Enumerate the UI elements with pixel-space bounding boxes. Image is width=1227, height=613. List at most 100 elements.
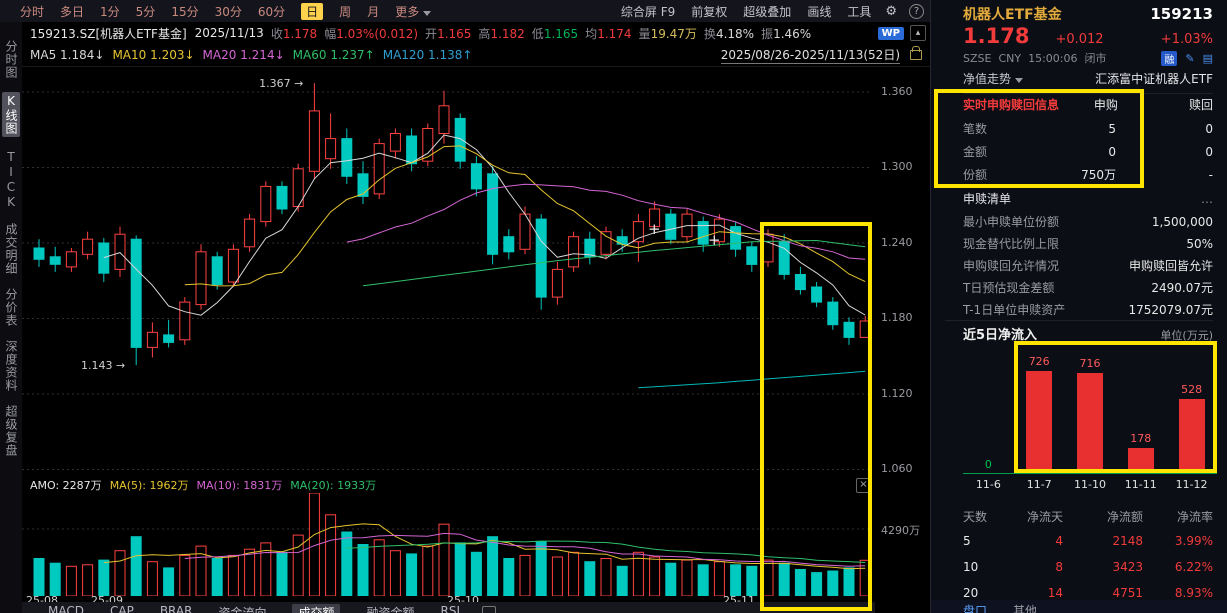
mini-chart-icon[interactable]: ▤ — [1202, 51, 1213, 65]
sidebar-item-price-table[interactable]: 分价表 — [4, 288, 18, 327]
market-status-row: SZSE CNY 15:00:06 闭市 融 ✎ ▤ — [963, 50, 1213, 66]
period-tab-week[interactable]: 周 — [339, 4, 352, 19]
kline-chart[interactable]: 1.367 → 1.143 → AMO: 2287万 MA(5): 1962万 M… — [22, 66, 875, 613]
period-tab-timeshare[interactable]: 分时 — [20, 4, 45, 19]
inflow-bar — [1077, 372, 1103, 473]
quote-close: 收1.178 — [270, 26, 318, 41]
margin-badge: 融 — [1161, 50, 1178, 66]
tab-order-book-selected[interactable]: 盘口 — [963, 604, 988, 613]
inflow-x-label: 11-7 — [1026, 478, 1052, 491]
volume-axis-label: 4290万 — [881, 524, 920, 537]
market-state: 闭市 — [1084, 52, 1107, 65]
inflow-x-label: 11-10 — [1074, 478, 1106, 491]
sidebar-item-timeshare[interactable]: 分时图 — [4, 40, 18, 79]
add-indicator-icon[interactable] — [482, 606, 496, 613]
y-axis-label: 1.300 — [881, 160, 913, 173]
subscription-header: 实时申购赎回信息 申购 赎回 — [963, 96, 1213, 113]
underlying-fund-name: 汇添富中证机器人ETF — [1095, 72, 1213, 86]
panel-header: 机器人ETF基金 159213 — [963, 4, 1213, 24]
stats-header: 天数 净流天 净流额 净流率 — [963, 510, 1213, 524]
subscription-row: 金额 0 0 — [963, 145, 1213, 159]
period-tab-15min[interactable]: 15分 — [171, 4, 199, 19]
tools-button[interactable]: 工具 — [847, 4, 872, 19]
tab-rsi[interactable]: RSI — [440, 604, 461, 613]
period-tab-1min[interactable]: 1分 — [100, 4, 120, 19]
sidebar-item-trade-detail[interactable]: 成交明细 — [4, 223, 18, 275]
tab-turnover-selected[interactable]: 成交额 — [292, 604, 341, 613]
collapse-icon[interactable]: ▴ — [910, 25, 926, 41]
amo-ma20: MA(20): 1933万 — [290, 479, 377, 492]
inflow-header: 近5日净流入 单位(万元) — [963, 324, 1213, 343]
period-tab-5min[interactable]: 5分 — [135, 4, 156, 19]
y-axis-label: 1.240 — [881, 236, 913, 249]
net-inflow-bar-chart: 0 726 716 178 528 — [963, 345, 1217, 474]
period-tab-multiday[interactable]: 多日 — [60, 4, 85, 19]
y-axis-label: 1.120 — [881, 387, 913, 400]
period-tab-daily-selected[interactable]: 日 — [301, 2, 324, 20]
help-icon[interactable]: ? — [909, 3, 924, 19]
dropdown-caret-icon — [1015, 78, 1024, 83]
divider — [945, 320, 1213, 321]
inflow-unit: 单位(万元) — [1160, 329, 1213, 342]
crosshair-marker: + — [648, 220, 661, 238]
volume-pane[interactable] — [22, 493, 875, 596]
tab-cap[interactable]: CAP — [109, 604, 134, 613]
inflow-x-label: 11-6 — [975, 478, 1001, 491]
tab-macd[interactable]: MACD — [48, 604, 84, 613]
settings-gear-icon[interactable]: ⚙ — [885, 3, 897, 19]
quote-bar: 159213.SZ[机器人ETF基金] 2025/11/13 收1.178 幅1… — [22, 22, 930, 44]
tab-money-flow[interactable]: 资金流向 — [218, 606, 267, 613]
period-tab-60min[interactable]: 60分 — [257, 4, 286, 19]
redemption-list-title: 申赎清单 — [963, 192, 1012, 206]
dropdown-caret-icon — [423, 10, 432, 16]
inflow-title: 近5日净流入 — [963, 328, 1038, 343]
amo-ma10: MA(10): 1831万 — [196, 479, 283, 492]
nav-row: 净值走势 汇添富中证机器人ETF — [963, 70, 1213, 94]
amo-value: AMO: 2287万 — [30, 479, 102, 492]
period-tab-30min[interactable]: 30分 — [214, 4, 242, 19]
edit-pencil-icon[interactable]: ✎ — [1185, 51, 1195, 65]
ma10-legend: MA10 1.203↓ — [112, 48, 195, 62]
ma-legend-row: MA5 1.184↓ MA10 1.203↓ MA20 1.214↓ MA60 … — [22, 44, 930, 67]
inflow-x-label: 11-11 — [1124, 478, 1157, 491]
quote-open: 开1.165 — [425, 26, 472, 41]
ma120-legend: MA120 1.138↑ — [382, 48, 473, 62]
inflow-bar — [1127, 448, 1154, 473]
nav-trend-dropdown[interactable]: 净值走势 — [963, 72, 1012, 86]
ma5-legend: MA5 1.184↓ — [30, 48, 105, 62]
stats-row: 10 8 3423 6.22% — [963, 560, 1213, 574]
sidebar-item-super-replay[interactable]: 超级复盘 — [4, 405, 18, 457]
period-tab-more[interactable]: 更多 — [395, 3, 432, 20]
ma20-legend: MA20 1.214↓ — [202, 48, 285, 62]
amo-legend-row: AMO: 2287万 MA(5): 1962万 MA(10): 1831万 MA… — [22, 477, 875, 493]
lock-icon[interactable] — [910, 46, 922, 60]
quote-date: 2025/11/13 — [194, 26, 264, 40]
wp-badge[interactable]: WP — [877, 26, 904, 40]
symbol-label[interactable]: 159213.SZ[机器人ETF基金] — [30, 26, 187, 41]
tab-margin-balance[interactable]: 融资余额 — [366, 606, 415, 613]
quote-low: 低1.165 — [531, 26, 579, 41]
tab-other[interactable]: 其他 — [1013, 604, 1038, 613]
sidebar-item-tick[interactable]: TICK — [4, 150, 18, 210]
panel-bottom-tabs: 盘口 其他 — [931, 600, 1227, 613]
composite-screen-button[interactable]: 综合屏 F9 — [620, 4, 676, 19]
visible-date-range[interactable]: 2025/08/26-2025/11/13(52日) — [720, 48, 900, 64]
super-overlay-button[interactable]: 超级叠加 — [743, 4, 792, 19]
inflow-x-label: 11-12 — [1175, 478, 1208, 491]
detail-row: T日预估现金差额 2490.07元 — [963, 281, 1213, 295]
sidebar-item-depth-info[interactable]: 深度资料 — [4, 340, 18, 392]
quote-change: 幅1.03%(0.012) — [324, 26, 419, 41]
close-volume-pane-icon[interactable]: × — [856, 477, 871, 493]
quote-amplitude: 振1.46% — [761, 26, 812, 41]
tab-brar[interactable]: BRAR — [159, 604, 193, 613]
price-change: +0.012 — [1055, 32, 1104, 47]
draw-line-button[interactable]: 画线 — [807, 4, 832, 19]
period-tab-month[interactable]: 月 — [367, 4, 380, 19]
candlestick-pane[interactable]: 1.367 → 1.143 → — [22, 66, 875, 477]
y-axis-label: 1.360 — [881, 85, 913, 98]
forward-adjust-button[interactable]: 前复权 — [691, 4, 728, 19]
col-subscribe: 申购 — [1093, 98, 1118, 112]
sidebar-item-kline-selected[interactable]: K线图 — [2, 92, 20, 137]
more-ellipsis-button[interactable]: … — [1201, 192, 1213, 206]
